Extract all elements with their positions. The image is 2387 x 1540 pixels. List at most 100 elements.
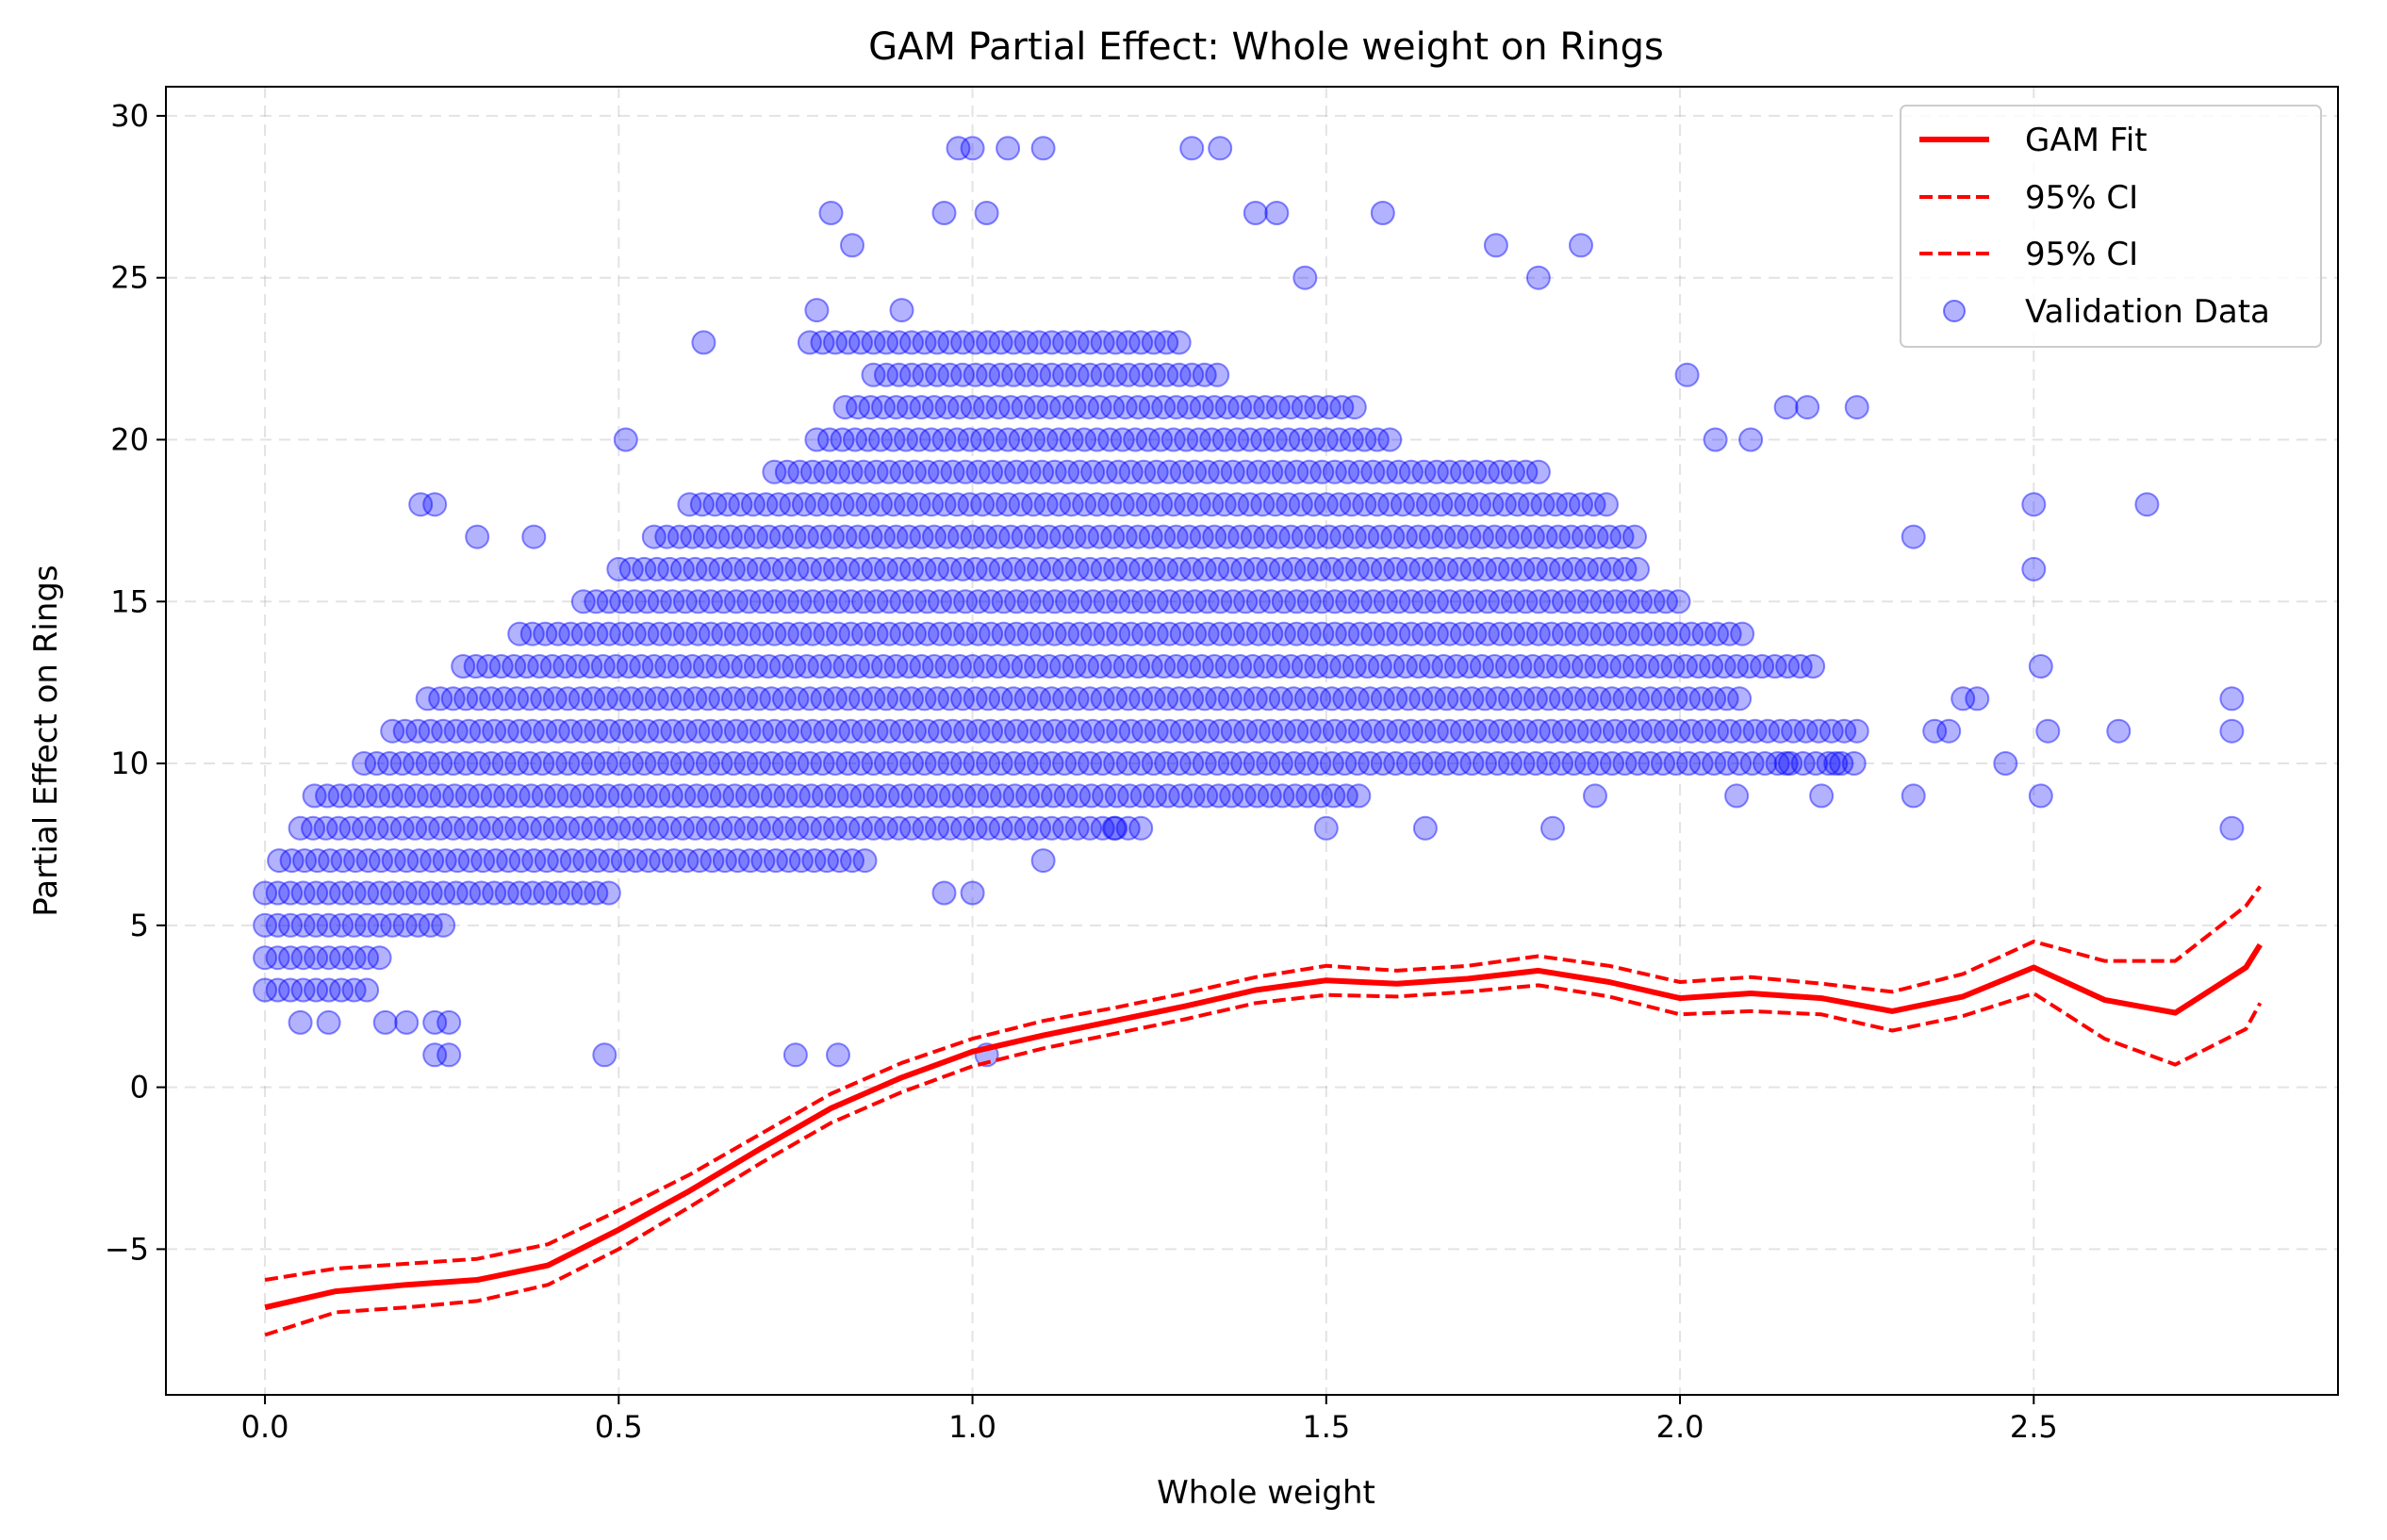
scatter-point xyxy=(1666,718,1691,744)
scatter-point xyxy=(1370,686,1395,712)
scatter-point xyxy=(1355,524,1380,549)
scatter-point xyxy=(963,686,988,712)
scatter-point xyxy=(669,556,695,582)
scatter-point xyxy=(517,815,542,841)
scatter-point xyxy=(1449,459,1474,484)
scatter-point xyxy=(1561,686,1587,712)
scatter-point xyxy=(1177,654,1202,679)
scatter-point xyxy=(960,136,985,161)
scatter-point xyxy=(1622,524,1647,549)
scatter-point xyxy=(1271,459,1296,484)
scatter-point xyxy=(647,589,672,614)
scatter-point xyxy=(1494,524,1520,549)
scatter-point xyxy=(491,686,517,712)
scatter-point xyxy=(253,945,278,971)
scatter-point xyxy=(1561,556,1587,582)
scatter-point xyxy=(491,815,517,841)
scatter-point xyxy=(1640,718,1666,744)
scatter-point xyxy=(1112,524,1138,549)
scatter-point xyxy=(581,751,606,776)
scatter-point xyxy=(593,815,618,841)
scatter-point xyxy=(479,686,504,712)
scatter-point xyxy=(657,556,683,582)
scatter-point xyxy=(1386,589,1411,614)
scatter-point xyxy=(1128,686,1154,712)
scatter-point xyxy=(1674,362,1700,387)
scatter-point xyxy=(810,751,835,776)
scatter-point xyxy=(1500,621,1525,647)
scatter-point xyxy=(1067,459,1093,484)
scatter-point xyxy=(1600,751,1624,776)
scatter-point xyxy=(1217,556,1243,582)
scatter-point xyxy=(1090,751,1115,776)
scatter-point xyxy=(1129,783,1155,809)
scatter-point xyxy=(1084,427,1110,452)
scatter-point xyxy=(1281,556,1307,582)
scatter-point xyxy=(1753,751,1778,776)
legend: GAM Fit 95% CI 95% CI Validation Data xyxy=(1900,105,2322,348)
scatter-point xyxy=(1346,783,1372,809)
scatter-point xyxy=(1483,233,1508,258)
scatter-point xyxy=(354,880,380,906)
scatter-point xyxy=(502,654,527,679)
scatter-point xyxy=(454,783,480,809)
scatter-point xyxy=(1284,589,1309,614)
scatter-point xyxy=(1202,654,1227,679)
scatter-point xyxy=(1589,621,1615,647)
scatter-point xyxy=(1352,427,1377,452)
scatter-point xyxy=(658,783,683,809)
scatter-point xyxy=(1046,492,1072,517)
y-tick-label: 5 xyxy=(130,908,149,943)
scatter-point xyxy=(937,362,963,387)
scatter-point xyxy=(1635,654,1660,679)
scatter-point xyxy=(1640,621,1666,647)
scatter-point xyxy=(568,815,593,841)
scatter-point xyxy=(1066,783,1092,809)
scatter-point xyxy=(1564,718,1589,744)
scatter-point xyxy=(939,783,963,809)
scatter-point xyxy=(1245,589,1271,614)
scatter-point xyxy=(1233,718,1259,744)
scatter-point xyxy=(695,751,720,776)
scatter-point xyxy=(1237,492,1262,517)
scatter-point xyxy=(1395,751,1421,776)
scatter-point xyxy=(1281,751,1307,776)
scatter-point xyxy=(810,815,835,841)
scatter-point xyxy=(914,783,938,809)
scatter-point xyxy=(1284,459,1309,484)
scatter-point xyxy=(760,783,785,809)
scatter-point xyxy=(813,589,838,614)
scatter-point xyxy=(897,654,921,679)
scatter-point xyxy=(864,621,889,647)
scatter-point xyxy=(290,945,316,971)
scatter-point xyxy=(1469,524,1494,549)
scatter-point xyxy=(545,718,570,744)
scatter-point xyxy=(894,427,918,452)
scatter-point xyxy=(1013,362,1039,387)
scatter-point xyxy=(838,718,864,744)
scatter-point xyxy=(982,492,1008,517)
scatter-point xyxy=(1004,621,1029,647)
scatter-point xyxy=(1603,589,1627,614)
scatter-point xyxy=(749,718,774,744)
scatter-point xyxy=(1587,686,1612,712)
scatter-point xyxy=(1093,459,1118,484)
scatter-point xyxy=(963,362,988,387)
scatter-point xyxy=(1214,524,1240,549)
scatter-point xyxy=(493,783,519,809)
scatter-point xyxy=(964,783,990,809)
scatter-point xyxy=(1169,621,1194,647)
scatter-point xyxy=(316,912,341,938)
scatter-point xyxy=(1115,556,1141,582)
scatter-point xyxy=(861,362,886,387)
scatter-point xyxy=(1600,556,1624,582)
scatter-point xyxy=(736,621,762,647)
scatter-point xyxy=(1264,201,1290,225)
scatter-point xyxy=(1075,654,1100,679)
scatter-point xyxy=(728,492,753,517)
scatter-point xyxy=(1424,718,1449,744)
scatter-point xyxy=(1304,654,1329,679)
scatter-point xyxy=(354,945,380,971)
scatter-point xyxy=(569,783,595,809)
